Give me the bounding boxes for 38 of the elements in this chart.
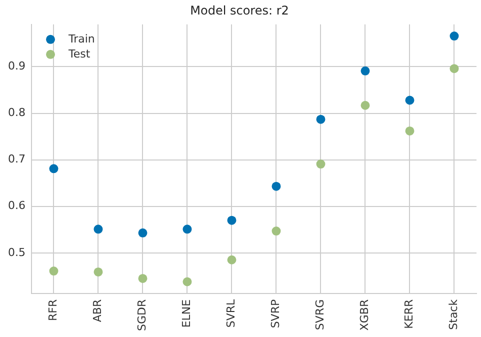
point — [405, 126, 414, 136]
point — [182, 277, 192, 286]
point — [316, 160, 326, 169]
x-tick-label: SGDR — [136, 299, 149, 332]
legend-label: Test — [67, 47, 91, 60]
point — [405, 96, 414, 105]
point — [272, 182, 281, 191]
point — [360, 66, 370, 76]
x-tick-label: ABR — [91, 299, 104, 322]
point — [450, 64, 459, 74]
point — [138, 228, 148, 238]
point — [360, 100, 370, 110]
point — [227, 255, 236, 264]
x-tick-label: SVRP — [269, 299, 282, 328]
y-tick-label: 0.9 — [8, 60, 26, 73]
point — [272, 226, 281, 236]
x-tick-label: SVRL — [224, 298, 238, 328]
y-tick-label: 0.6 — [8, 199, 26, 212]
point — [182, 224, 192, 234]
x-tick-label: Stack — [447, 298, 460, 330]
point — [49, 266, 58, 276]
point — [138, 274, 148, 283]
point — [450, 32, 459, 41]
point — [49, 164, 58, 174]
x-tick-label: XGBR — [358, 299, 372, 331]
legend-label: Train — [67, 32, 95, 46]
point — [316, 114, 326, 124]
y-tick-label: 0.5 — [8, 246, 26, 259]
x-tick-label: RFR — [46, 299, 60, 322]
y-tick-label: 0.7 — [8, 152, 26, 166]
x-tick-label: ELNE — [180, 299, 194, 328]
point — [94, 224, 103, 234]
y-tick-label: 0.8 — [8, 106, 26, 120]
x-tick-label: SVRG — [314, 299, 327, 330]
point — [227, 216, 236, 225]
chart-title: Model scores: r2 — [190, 3, 289, 18]
point — [94, 267, 103, 276]
x-tick-label: KERR — [402, 299, 416, 329]
